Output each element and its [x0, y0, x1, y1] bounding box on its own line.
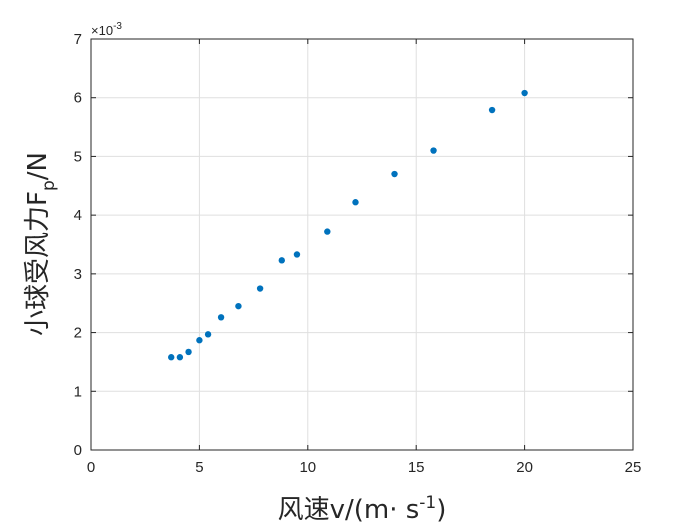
- data-point: [521, 89, 528, 97]
- data-point: [352, 199, 359, 206]
- x-tick-label: 20: [516, 459, 533, 476]
- x-tick-label: 0: [87, 459, 95, 476]
- data-point: [217, 314, 225, 321]
- y-axis-ticks: 0 1 2 3 4 5 6 7: [74, 31, 633, 459]
- y-tick-label: 0: [74, 442, 82, 459]
- data-point: [235, 302, 242, 310]
- y-tick-label: 2: [74, 325, 82, 342]
- data-point: [256, 285, 264, 292]
- data-points: [168, 89, 528, 361]
- plot-frame: [90, 38, 634, 451]
- data-point: [430, 147, 437, 154]
- x-tick-label: 25: [625, 459, 642, 476]
- x-tick-label: 10: [299, 459, 316, 476]
- x-axis-ticks: 0 5 10 15 20 25: [87, 39, 642, 476]
- y-tick-label: 1: [74, 383, 82, 400]
- x-tick-label: 5: [195, 459, 203, 476]
- y-tick-label: 6: [74, 90, 82, 107]
- y-tick-label: 5: [74, 148, 82, 165]
- x-tick-label: 15: [408, 459, 425, 476]
- data-point: [196, 337, 203, 344]
- data-point: [278, 257, 285, 264]
- data-point: [168, 354, 175, 361]
- x-axis-title: 风速v/(m· s-1): [278, 493, 447, 525]
- y-tick-label: 4: [74, 207, 82, 224]
- data-point: [324, 228, 331, 235]
- data-point: [488, 106, 496, 114]
- data-point: [293, 251, 301, 258]
- y-exponent-label: ×10-3: [91, 21, 122, 38]
- data-point: [204, 331, 212, 338]
- y-axis-title: 小球受风力Fp/N: [23, 152, 59, 336]
- data-point: [185, 348, 192, 356]
- plot-background: [91, 39, 633, 450]
- y-tick-label: 7: [74, 31, 82, 48]
- data-point: [176, 354, 184, 361]
- y-tick-label: 3: [74, 266, 82, 283]
- grid-lines: [91, 39, 633, 450]
- data-point: [391, 170, 398, 178]
